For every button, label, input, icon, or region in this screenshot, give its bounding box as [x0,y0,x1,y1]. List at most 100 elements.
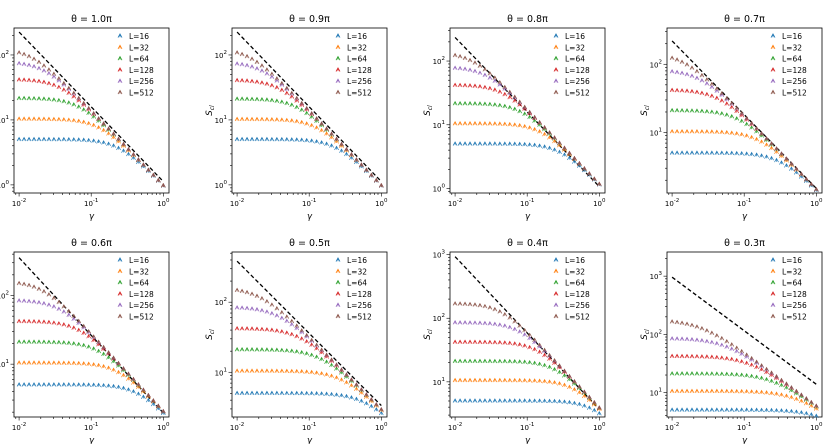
marker-L64 [314,354,319,359]
marker-L256 [269,74,275,79]
legend-label: L=128 [565,66,590,75]
marker-L512 [714,86,720,91]
marker-L32 [234,116,240,122]
marker-L256 [709,84,715,90]
marker-L128 [457,82,463,88]
marker-L16 [56,136,62,142]
marker-L16 [462,141,468,146]
marker-L16 [749,151,754,157]
x-tick-label: 100 [157,198,170,208]
marker-L128 [507,94,513,100]
marker-L128 [71,94,77,99]
marker-L32 [552,380,557,385]
y-tick-label: 101 [433,120,445,130]
marker-L64 [239,347,245,352]
marker-L512 [669,319,675,324]
marker-L32 [724,388,730,394]
marker-L128 [729,104,735,110]
y-tick-label: 100 [215,180,228,190]
marker-L256 [679,70,685,76]
marker-L512 [254,59,260,65]
marker-L512 [596,405,602,410]
marker-L64 [472,358,478,364]
marker-L512 [284,314,290,319]
marker-L256 [517,329,523,334]
marker-L512 [299,328,305,333]
marker-L32 [121,372,126,378]
marker-L64 [739,372,745,378]
marker-L512 [744,115,749,121]
marker-L128 [704,354,710,359]
marker-L512 [51,295,57,301]
marker-L512 [314,342,319,348]
marker-L512 [759,131,764,136]
marker-L16 [517,141,523,147]
marker-L16 [284,390,290,396]
marker-L128 [462,82,468,88]
marker-L512 [557,363,562,368]
marker-L32 [91,122,96,128]
marker-L32 [96,125,101,130]
marker-L128 [244,78,250,83]
legend-marker [553,55,559,61]
panel-4: θ = 0.6π10-210-1100101102γSclL=16L=32L=6… [0,238,170,444]
marker-L128 [304,339,310,344]
marker-L64 [304,351,310,356]
marker-L64 [532,360,537,366]
marker-L512 [244,53,250,59]
marker-L64 [507,105,513,110]
marker-L256 [452,65,458,70]
marker-L32 [719,129,725,135]
marker-L512 [724,338,730,344]
marker-L32 [527,378,532,383]
y-tick-label: 102 [0,50,9,60]
marker-L512 [324,126,329,131]
marker-L64 [284,348,290,353]
marker-L512 [684,62,690,67]
marker-L64 [264,347,270,352]
marker-L16 [557,399,562,404]
legend-label: L=16 [565,256,585,265]
marker-L16 [259,136,265,142]
marker-L64 [21,339,27,344]
marker-L512 [294,95,300,101]
marker-L256 [502,323,508,328]
marker-L16 [774,407,779,413]
marker-L512 [111,355,116,360]
marker-L128 [41,79,47,85]
marker-L16 [467,141,473,146]
marker-L16 [724,150,730,156]
marker-L512 [512,319,518,324]
marker-L256 [689,73,695,79]
marker-L128 [299,336,305,341]
marker-L512 [56,76,62,81]
x-tick-label: 10-2 [665,198,679,208]
x-tick-label: 10-2 [230,422,244,432]
marker-L512 [106,126,111,131]
marker-L16 [319,140,324,145]
y-tick-label: 103 [650,271,663,281]
marker-L32 [259,368,265,373]
marker-L32 [507,377,513,383]
marker-L512 [804,396,809,401]
marker-L64 [274,98,280,103]
marker-L128 [507,340,513,346]
marker-L64 [724,371,730,377]
marker-L128 [16,77,22,82]
marker-L16 [684,407,690,412]
marker-L256 [477,70,483,75]
marker-L16 [794,170,799,175]
marker-L512 [739,348,745,354]
marker-L512 [46,67,52,72]
marker-L32 [344,380,349,385]
marker-L32 [299,369,305,374]
marker-L16 [299,137,305,142]
legend-marker [117,55,123,61]
marker-L512 [502,84,508,90]
legend-label: L=64 [129,55,149,64]
marker-L512 [374,402,379,407]
marker-L16 [274,136,280,142]
marker-L128 [294,333,300,339]
marker-L256 [36,65,42,71]
marker-L128 [284,90,290,96]
